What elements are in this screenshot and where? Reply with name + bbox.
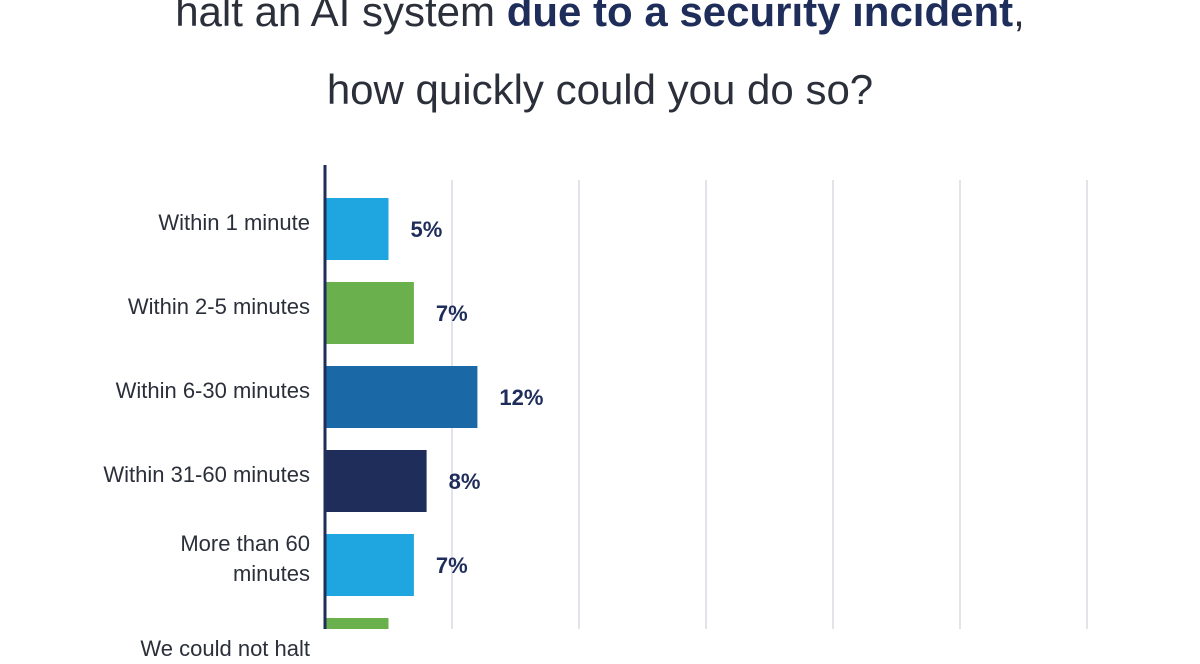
chart-title: halt an AI system due to a security inci… bbox=[0, 0, 1200, 36]
bar bbox=[325, 282, 414, 344]
bar bbox=[325, 366, 478, 428]
bar bbox=[325, 534, 414, 596]
category-label: Within 1 minute bbox=[158, 210, 310, 235]
category-label: Within 6-30 minutes bbox=[115, 378, 310, 403]
value-label: 12% bbox=[499, 385, 543, 410]
chart: 5% 7% 12% 8% 7% bbox=[323, 165, 1088, 629]
category-label: We could not halt bbox=[140, 636, 310, 661]
bar bbox=[325, 450, 427, 512]
chart-subtitle: how quickly could you do so? bbox=[326, 66, 874, 113]
title-part: , bbox=[1013, 0, 1025, 35]
bar bbox=[325, 198, 389, 260]
value-label: 8% bbox=[449, 469, 481, 494]
category-label: More than 60 minutes bbox=[180, 531, 310, 586]
bar bbox=[325, 618, 389, 629]
category-label: Within 31-60 minutes bbox=[103, 462, 310, 487]
value-label: 7% bbox=[436, 553, 468, 578]
value-label: 5% bbox=[411, 217, 443, 242]
category-label: Within 2-5 minutes bbox=[127, 294, 310, 319]
title-part: due to a security incident bbox=[506, 0, 1014, 35]
value-label: 7% bbox=[436, 301, 468, 326]
title-part: halt an AI system bbox=[175, 0, 507, 35]
